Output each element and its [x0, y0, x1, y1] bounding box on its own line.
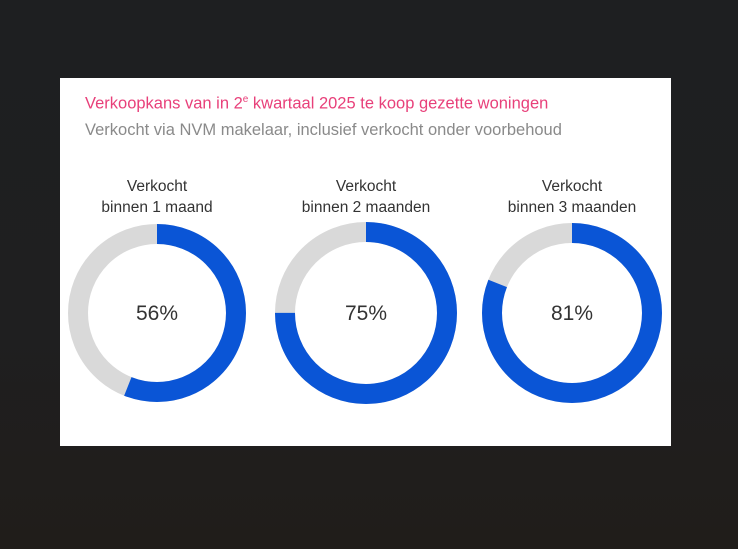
- donut-chart-2: 75%: [275, 222, 457, 404]
- donut-label-1: Verkocht binnen 1 maand: [101, 178, 213, 216]
- donut-panel-1: Verkocht binnen 1 maand 56%: [62, 176, 252, 408]
- chart-title: Verkoopkans van in 2e kwartaal 2025 te k…: [85, 94, 549, 113]
- donut-chart-3: 81%: [482, 223, 662, 403]
- donut-arc-2: [275, 222, 457, 404]
- chart-subtitle: Verkocht via NVM makelaar, inclusief ver…: [85, 121, 562, 139]
- donut-value-2: 75%: [345, 302, 387, 325]
- chart-card: Verkoopkans van in 2e kwartaal 2025 te k…: [60, 78, 671, 446]
- donut-value-1: 56%: [136, 302, 178, 325]
- donut-panel-3: Verkocht binnen 3 maanden 81%: [477, 176, 667, 408]
- donut-label-3: Verkocht binnen 3 maanden: [507, 178, 637, 216]
- donut-chart-1: 56%: [68, 224, 246, 402]
- donut-panel-2: Verkocht binnen 2 maanden 75%: [271, 176, 461, 408]
- donut-label-2: Verkocht binnen 2 maanden: [301, 178, 431, 216]
- donut-arc-1: [68, 224, 246, 402]
- donut-value-3: 81%: [551, 302, 593, 325]
- donut-arc-3: [482, 223, 662, 403]
